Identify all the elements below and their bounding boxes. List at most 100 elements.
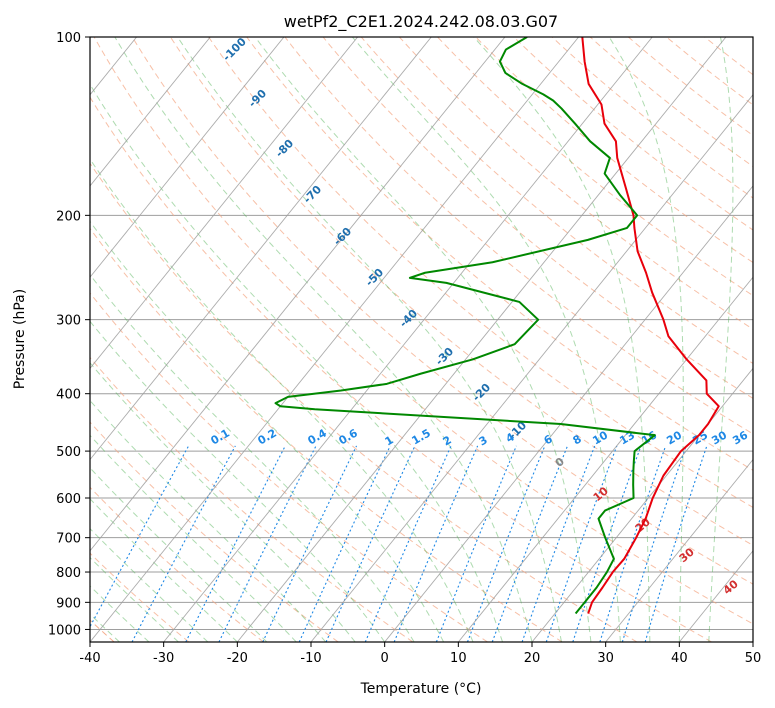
isotherm-line	[90, 37, 506, 552]
mixing-ratio-label: 10	[590, 428, 610, 447]
mixing-ratio-label: 36	[730, 428, 750, 447]
moist-adiabat-line	[351, 37, 621, 642]
chart-title: wetPf2_C2E1.2024.242.08.03.G07	[284, 12, 558, 32]
dry-adiabat-label: -50	[363, 266, 386, 289]
isotherm-line	[90, 37, 285, 278]
y-tick-label: 1000	[48, 623, 81, 638]
y-tick-label: 600	[56, 492, 81, 507]
dry-adiabat-label: -40	[397, 307, 420, 330]
y-tick-label: 200	[56, 209, 81, 224]
x-axis-label: Temperature (°C)	[360, 681, 482, 697]
y-tick-label: 100	[56, 31, 81, 46]
mixing-ratio-line	[572, 445, 642, 642]
dry-adiabat-line	[665, 37, 753, 106]
moist-adiabat-line	[90, 434, 297, 642]
mixing-ratio-line	[131, 445, 236, 642]
isotherm-line	[310, 94, 753, 642]
y-axis-ticks: 100 200 300 400 500 600 700 800 900 1000	[48, 31, 90, 638]
mixing-ratio-label: 2	[441, 433, 454, 448]
dry-adiabat-line	[90, 486, 264, 642]
moist-adiabat-line	[608, 37, 684, 642]
x-tick-label: -20	[227, 651, 248, 666]
dry-adiabat-line	[475, 37, 753, 264]
isotherm-line	[90, 37, 432, 461]
mixing-ratio-line	[545, 445, 618, 642]
dry-adiabat-line	[93, 37, 753, 625]
mixing-ratio-line	[621, 445, 687, 642]
dry-adiabat-label: -90	[246, 87, 269, 110]
moist-adiabat-line	[90, 83, 504, 642]
mixing-ratio-lines	[90, 445, 708, 642]
dry-adiabat-line	[207, 37, 753, 508]
mixing-ratio-line	[218, 445, 317, 642]
mixing-ratio-line	[298, 445, 391, 642]
isotherm-gridlines	[0, 37, 753, 642]
mixing-ratio-label: 20	[664, 428, 684, 447]
mixing-ratio-label: 1.5	[410, 426, 433, 447]
isotherm-line	[236, 37, 727, 642]
dry-adiabat-line	[551, 37, 753, 199]
mixing-ratio-line	[393, 445, 479, 642]
moist-adiabat-line	[90, 362, 356, 642]
isotherm-line	[531, 367, 753, 642]
x-axis-ticks: -40 -30 -20 -10 0 10 20 30 40 50	[79, 642, 761, 666]
moist-adiabat-label: 40	[721, 577, 741, 597]
x-tick-label: -40	[79, 651, 100, 666]
dry-adiabat-line	[90, 552, 190, 642]
moist-adiabat-line	[90, 498, 238, 642]
dry-adiabat-label: -80	[273, 137, 296, 160]
isotherm-line	[457, 276, 753, 642]
mixing-ratio-line	[435, 445, 517, 642]
dry-adiabat-line	[90, 421, 339, 642]
dry-adiabat-label: -70	[301, 183, 324, 206]
moist-adiabat-line	[708, 37, 734, 642]
mixing-ratio-line	[491, 445, 569, 642]
mixing-ratio-label: 1	[383, 433, 396, 448]
dry-adiabat-line	[90, 292, 488, 642]
x-tick-label: 30	[597, 651, 614, 666]
dry-adiabat-line	[398, 37, 753, 330]
moist-adiabat-line	[90, 158, 474, 642]
mixing-ratio-line	[262, 445, 358, 642]
mixing-ratio-line	[185, 445, 286, 642]
dry-adiabat-line	[284, 37, 753, 435]
x-tick-label: 20	[524, 651, 541, 666]
isotherm-line	[0, 37, 63, 642]
isotherm-line	[90, 37, 211, 187]
moist-adiabat-line	[90, 320, 386, 642]
dry-adiabat-line	[90, 96, 712, 642]
dry-adiabat-line	[90, 227, 563, 642]
plot-frame	[89, 36, 754, 643]
mixing-ratio-line	[466, 445, 546, 642]
dry-adiabat-line	[627, 37, 753, 137]
mixing-ratio-line	[599, 445, 667, 642]
dry-adiabat-label: -20	[470, 381, 493, 404]
moist-adiabat-label: 0	[553, 455, 567, 470]
mixing-ratio-line	[90, 445, 190, 628]
x-tick-label: 10	[450, 651, 467, 666]
dry-adiabat-line	[90, 356, 414, 642]
mixing-ratio-line	[521, 445, 596, 642]
mixing-ratio-label: 8	[571, 432, 584, 447]
dry-adiabat-line	[589, 37, 753, 168]
x-tick-label: 0	[381, 651, 389, 666]
dewpoint-profile-line	[274, 37, 656, 615]
isotherm-line	[90, 37, 358, 370]
dry-adiabat-line	[90, 162, 638, 642]
y-tick-label: 900	[56, 596, 81, 611]
moist-adiabat-line	[177, 37, 562, 642]
isotherm-line	[163, 37, 653, 642]
mixing-ratio-label: 30	[709, 428, 729, 447]
dry-adiabat-line	[131, 37, 753, 585]
mixing-ratio-label: 3	[477, 433, 490, 448]
moist-adiabat-line	[473, 37, 651, 642]
dry-adiabats	[90, 37, 753, 642]
y-tick-label: 400	[56, 388, 81, 403]
y-tick-label: 300	[56, 314, 81, 329]
moist-adiabat-line	[90, 556, 179, 642]
mixing-ratio-label: 25	[690, 429, 710, 448]
isobar-gridlines	[90, 37, 753, 630]
isotherm-line	[90, 37, 579, 642]
moist-adiabat-line	[90, 585, 150, 642]
